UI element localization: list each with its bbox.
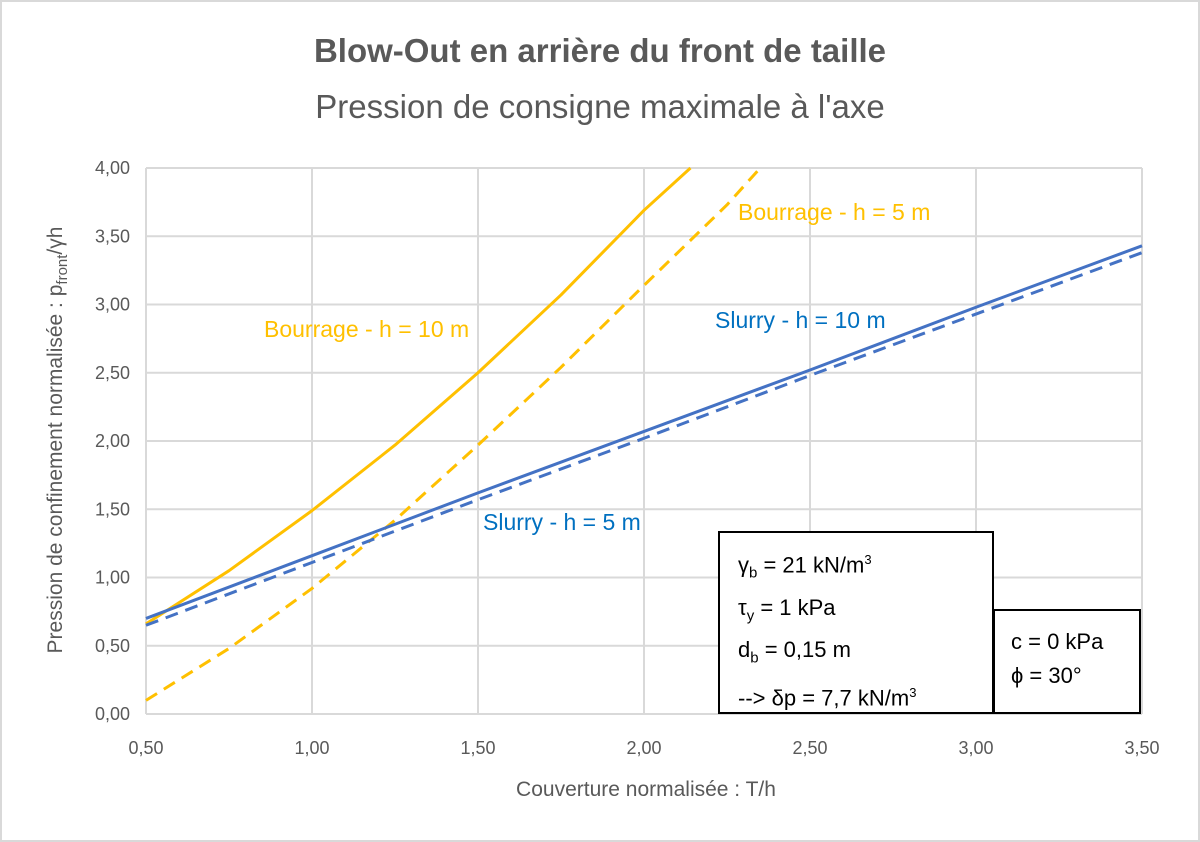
param-delta: --> δp = 7,7 kN/m3 — [738, 684, 917, 710]
y-tick-label: 4,00 — [95, 158, 130, 178]
series-line-2 — [145, 244, 1143, 620]
label-slurry-10: Slurry - h = 10 m — [715, 307, 886, 333]
tick-labels: 0,50 1,00 1,50 2,00 2,50 3,00 3,50 0,00 0,50 1,00… — [95, 158, 1160, 758]
x-tick-label: 1,00 — [294, 738, 329, 758]
y-tick-label: 2,00 — [95, 431, 130, 451]
label-bourrage-5: Bourrage - h = 5 m — [738, 199, 930, 225]
x-tick-label: 3,00 — [958, 738, 993, 758]
chart-title: Blow-Out en arrière du front de taille — [313, 32, 887, 69]
y-axis-title-main: Pression de confinement normalisée : p — [44, 285, 67, 654]
y-tick-label: 3,50 — [95, 226, 130, 246]
parameters-box: γb = 21 kN/m3 τy = 1 kPa db = 0,15 m -->… — [718, 531, 994, 714]
y-tick-label: 0,00 — [95, 704, 130, 724]
x-tick-label: 2,50 — [792, 738, 827, 758]
label-slurry-5: Slurry - h = 5 m — [483, 509, 641, 535]
param-gamma: γb = 21 kN/m3 — [738, 552, 872, 582]
y-tick-label: 3,00 — [95, 295, 130, 315]
label-bourrage-10: Bourrage - h = 10 m — [264, 316, 469, 342]
x-tick-label: 2,00 — [626, 738, 661, 758]
y-axis-title: Pression de confinement normalisée : pfr… — [44, 227, 71, 654]
param-tau: τy = 1 kPa — [738, 594, 836, 625]
series-line-1 — [145, 166, 762, 702]
x-tick-label: 1,50 — [460, 738, 495, 758]
y-axis-title-sub: front — [54, 254, 71, 285]
series-line-0 — [145, 166, 692, 626]
y-axis-title-tail: /γh — [44, 227, 67, 255]
soil-box: c = 0 kPa ϕ = 30° — [993, 609, 1141, 714]
y-tick-label: 1,50 — [95, 499, 130, 519]
x-axis-title: Couverture normalisée : T/h — [516, 778, 776, 801]
series-line-3 — [145, 251, 1143, 627]
soil-c: c = 0 kPa — [1011, 629, 1104, 654]
x-tick-label: 3,50 — [1124, 738, 1159, 758]
y-tick-label: 1,00 — [95, 568, 130, 588]
y-tick-label: 0,50 — [95, 636, 130, 656]
x-tick-label: 0,50 — [128, 738, 163, 758]
series-lines — [145, 166, 1143, 702]
y-tick-label: 2,50 — [95, 363, 130, 383]
param-d: db = 0,15 m — [738, 637, 851, 667]
soil-phi: ϕ = 30° — [1011, 663, 1082, 688]
chart-subtitle: Pression de consigne maximale à l'axe — [315, 88, 885, 125]
